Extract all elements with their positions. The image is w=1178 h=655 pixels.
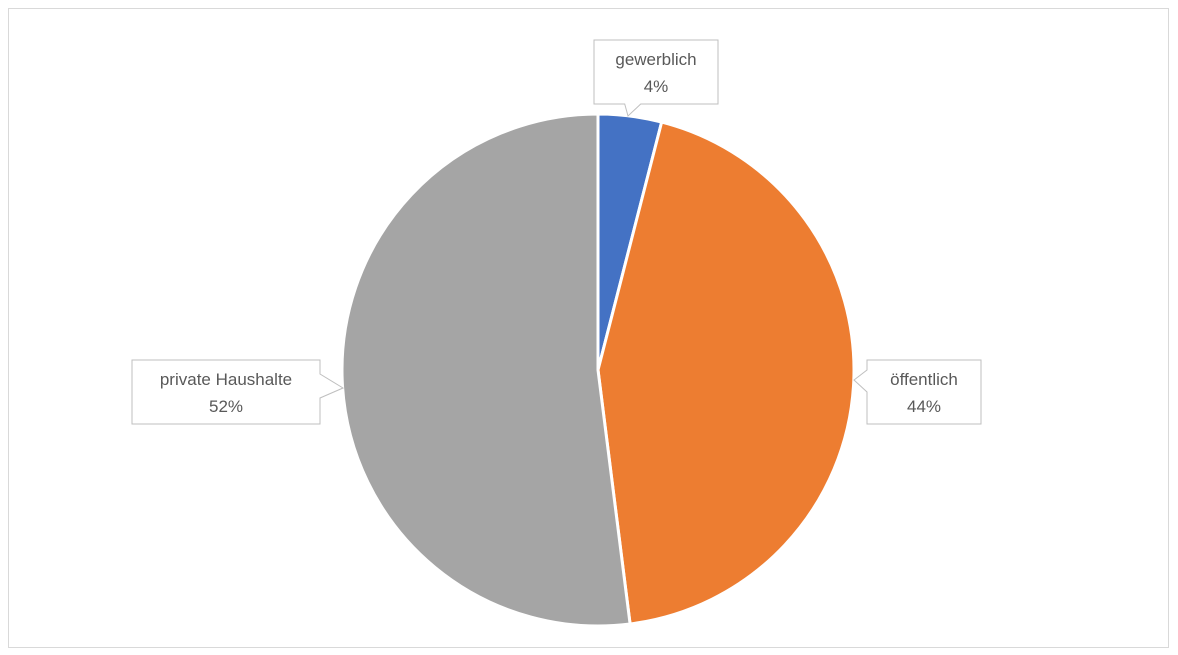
data-label-gewerblich: gewerblich 4% — [593, 39, 719, 117]
slice-value-label: 4% — [644, 77, 669, 96]
slice-category-label: öffentlich — [890, 370, 958, 389]
slice-category-label: private Haushalte — [160, 370, 292, 389]
pie-slice-private-haushalte — [340, 112, 632, 628]
pie-slice-öffentlich — [596, 120, 856, 626]
slice-value-label: 52% — [209, 397, 243, 416]
callout-box — [131, 359, 345, 425]
callout-box — [593, 39, 719, 117]
callout-box — [853, 359, 982, 425]
data-label-öffentlich: öffentlich 44% — [853, 359, 982, 425]
data-label-private-haushalte: private Haushalte 52% — [131, 359, 345, 425]
slice-value-label: 44% — [907, 397, 941, 416]
pie-slices — [340, 112, 856, 628]
slice-category-label: gewerblich — [615, 50, 696, 69]
data-label-callouts: gewerblich 4% öffentlich 44% private Haushal… — [131, 39, 982, 425]
